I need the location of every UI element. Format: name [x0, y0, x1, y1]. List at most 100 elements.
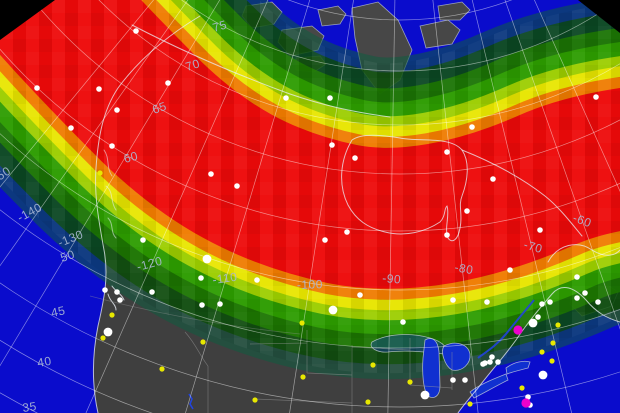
city-dot-white: [344, 229, 350, 235]
city-dot-white: [208, 171, 214, 177]
city-dot-yellow: [365, 399, 371, 405]
meridian-line: [0, 0, 155, 188]
city-dot-yellow: [550, 340, 556, 346]
city-dot-white: [489, 354, 495, 360]
latitude-circle: [0, 48, 620, 232]
city-markers: [34, 28, 601, 408]
city-dot-yellow: [549, 358, 555, 364]
lake-erie: [469, 373, 509, 399]
longitude-label: -100: [297, 277, 324, 292]
lake-huron: [442, 342, 471, 371]
city-dot-white: [547, 299, 553, 305]
meridian-line: [85, 0, 269, 413]
city-dot-white: [484, 299, 490, 305]
city-dot-white: [539, 301, 545, 307]
city-dot-white: [234, 183, 240, 189]
latitude-label: 70: [184, 56, 202, 74]
city-dot-white-large: [328, 305, 338, 315]
meridian-line: [289, 0, 354, 413]
city-dot-white: [574, 295, 580, 301]
city-dot-white: [114, 107, 120, 113]
city-dot-white: [327, 95, 333, 101]
longitude-label: -60: [571, 211, 593, 231]
latitude-circle: [32, 0, 620, 175]
corner-top-right: [578, 0, 620, 33]
city-dot-white: [464, 208, 470, 214]
city-dot-white: [400, 319, 406, 325]
city-dot-white: [574, 274, 580, 280]
city-dot-yellow: [252, 397, 258, 403]
city-dot-white: [582, 290, 588, 296]
latitude-label: 60: [122, 149, 139, 166]
latitude-circle: [98, 0, 620, 126]
longitude-label: -120: [135, 254, 164, 274]
city-dot-white: [593, 94, 599, 100]
city-dot-white: [165, 80, 171, 86]
latitude-circle: [287, 0, 513, 21]
city-dot-white-large: [420, 390, 430, 400]
meridian-line: [534, 0, 620, 192]
city-dot-white: [96, 86, 102, 92]
longitude-label: -90: [382, 271, 402, 287]
city-dot-white: [537, 227, 543, 233]
latitude-label: 45: [50, 303, 67, 320]
city-dot-white: [352, 155, 358, 161]
city-dot-yellow: [370, 362, 376, 368]
city-dot-white-large: [202, 254, 212, 264]
city-dot-white: [109, 143, 115, 149]
city-dot-magenta: [521, 398, 531, 408]
longitude-label: -110: [211, 270, 238, 287]
latitude-circle: [0, 209, 620, 349]
city-dot-yellow: [300, 374, 306, 380]
longitude-label: -70: [522, 237, 544, 256]
city-dot-white: [34, 85, 40, 91]
state-borders: [89, 295, 453, 413]
meridian-line: [504, 0, 620, 330]
city-dot-yellow: [555, 322, 561, 328]
city-dot-white: [329, 142, 335, 148]
latitude-label: 50: [59, 247, 77, 265]
latitude-label: 35: [21, 399, 37, 413]
city-dot-white: [490, 176, 496, 182]
city-dot-white: [595, 299, 601, 305]
meridian-line: [0, 0, 221, 367]
latitude-label: 65: [150, 99, 168, 117]
city-dot-white-large: [103, 327, 113, 337]
city-dot-yellow: [467, 401, 473, 407]
city-dot-white: [444, 149, 450, 155]
city-dot-magenta: [513, 325, 523, 335]
city-dot-white: [68, 125, 74, 131]
meridian-line: [471, 0, 573, 413]
city-dot-yellow: [407, 379, 413, 385]
city-dot-white: [495, 359, 501, 365]
latitude-circle: [181, 0, 619, 72]
city-dot-white: [487, 359, 493, 365]
city-dot-white: [322, 237, 328, 243]
city-dot-white: [199, 302, 205, 308]
city-dot-white: [444, 232, 450, 238]
lake-michigan: [422, 338, 441, 398]
lake-ontario: [505, 360, 531, 375]
city-dot-yellow: [539, 349, 545, 355]
city-dot-white: [525, 394, 531, 400]
st-lawrence-river: [477, 299, 535, 359]
city-dot-white: [469, 124, 475, 130]
city-dot-white: [198, 275, 204, 281]
city-dot-white: [254, 277, 260, 283]
city-dot-white: [133, 28, 139, 34]
latitude-label: 40: [36, 354, 53, 370]
city-dot-white: [450, 377, 456, 383]
meridian-line: [0, 0, 189, 267]
city-dot-white: [462, 377, 468, 383]
city-dot-white: [507, 267, 513, 273]
city-dot-yellow: [97, 170, 103, 176]
city-dot-white-large: [538, 370, 548, 380]
meridian-line: [387, 0, 396, 413]
city-dot-white: [217, 301, 223, 307]
city-dot-white: [283, 95, 289, 101]
